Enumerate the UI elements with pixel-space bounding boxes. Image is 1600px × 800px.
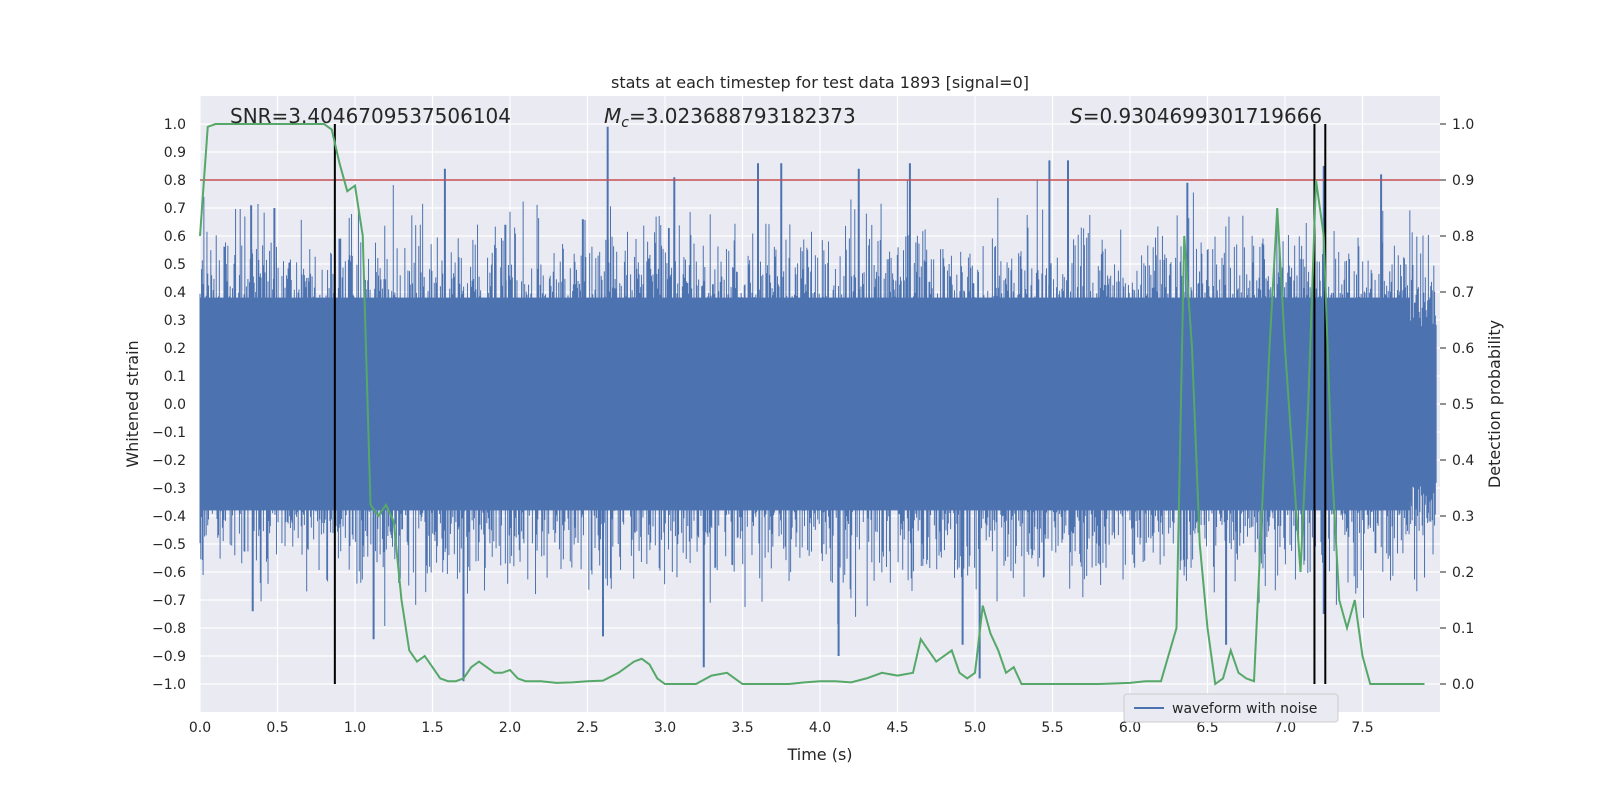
y2-tick-label: 0.8 [1452, 229, 1474, 245]
y-tick-label: 0.6 [164, 229, 186, 245]
y2-tick-label: 0.5 [1452, 397, 1474, 413]
y2-axis-label: Detection probability [1485, 320, 1504, 488]
waveform-layer [199, 126, 1437, 682]
x-tick-label: 5.5 [1041, 720, 1063, 736]
x-tick-label: 0.5 [266, 720, 288, 736]
y-tick-label: −0.8 [152, 621, 186, 637]
waveform-core-band [200, 297, 1410, 511]
x-tick-label: 0.0 [189, 720, 211, 736]
mc-annotation-subscript: c [621, 115, 629, 131]
snr-annotation: SNR=3.4046709537506104 [230, 104, 511, 128]
s-annotation-symbol: S [1070, 104, 1083, 128]
x-tick-label: 1.5 [421, 720, 443, 736]
y-tick-label: 0.0 [164, 397, 186, 413]
y2-tick-label: 0.2 [1452, 565, 1474, 581]
x-tick-label: 3.0 [654, 720, 676, 736]
prob-layer [199, 123, 1425, 686]
x-tick-label: 7.5 [1351, 720, 1373, 736]
legend-box [1123, 693, 1339, 723]
y2-tick-label: 0.4 [1452, 453, 1474, 469]
x-tick-label: 7.0 [1274, 720, 1296, 736]
y-tick-label: 0.1 [164, 369, 186, 385]
y2-tick-label: 1.0 [1452, 117, 1474, 133]
x-axis-label: Time (s) [786, 745, 852, 764]
y2-tick-label: 0.9 [1452, 173, 1474, 189]
x-tick-label: 2.5 [576, 720, 598, 736]
s-annotation-value: =0.9304699301719666 [1083, 104, 1322, 128]
y-tick-label: −0.9 [152, 649, 186, 665]
probability-line [199, 123, 1425, 686]
y-tick-label: −0.3 [152, 481, 186, 497]
y-tick-label: 0.2 [164, 341, 186, 357]
legend-label: waveform with noise [1172, 701, 1317, 717]
y2-tick-label: 0.0 [1452, 677, 1474, 693]
y-tick-label: 0.5 [164, 257, 186, 273]
y-tick-label: 0.4 [164, 285, 186, 301]
y2-tick-label: 0.7 [1452, 285, 1474, 301]
y-tick-label: −0.7 [152, 593, 186, 609]
y-tick-label: −1.0 [152, 677, 186, 693]
mc-annotation: Mc=3.023688793182373 [604, 104, 856, 131]
y-tick-label: 0.7 [164, 201, 186, 217]
y-tick-label: 0.9 [164, 145, 186, 161]
x-tick-label: 1.0 [344, 720, 366, 736]
y-tick-label: −0.4 [152, 509, 186, 525]
legend: waveform with noise [1123, 693, 1339, 723]
x-tick-label: 4.5 [886, 720, 908, 736]
y-axis-label: Whitened strain [123, 340, 142, 467]
y2-tick-label: 0.1 [1452, 621, 1474, 637]
x-tick-label: 6.0 [1119, 720, 1141, 736]
x-tick-label: 4.0 [809, 720, 831, 736]
x-tick-label: 5.0 [964, 720, 986, 736]
y2-tick-label: 0.3 [1452, 509, 1474, 525]
y-tick-label: 1.0 [164, 117, 186, 133]
x-tick-label: 3.5 [731, 720, 753, 736]
chart-title: stats at each timestep for test data 189… [611, 73, 1029, 92]
y-tick-label: −0.5 [152, 537, 186, 553]
y-tick-label: 0.8 [164, 173, 186, 189]
mc-annotation-value: =3.023688793182373 [629, 104, 856, 128]
mc-annotation-symbol: M [604, 104, 621, 128]
y2-tick-label: 0.6 [1452, 341, 1474, 357]
y-tick-label: −0.2 [152, 453, 186, 469]
y-tick-label: 0.3 [164, 313, 186, 329]
x-tick-label: 2.0 [499, 720, 521, 736]
s-annotation: S=0.9304699301719666 [1070, 104, 1322, 128]
y-tick-label: −0.6 [152, 565, 186, 581]
ticks-layer: 0.0 0.5 1.0 1.5 2.0 2.5 3.0 3.5 4.0 4.5 5.0 5.5 6.0 6… [152, 117, 1474, 736]
y-tick-label: −0.1 [152, 425, 186, 441]
x-tick-label: 6.5 [1196, 720, 1218, 736]
